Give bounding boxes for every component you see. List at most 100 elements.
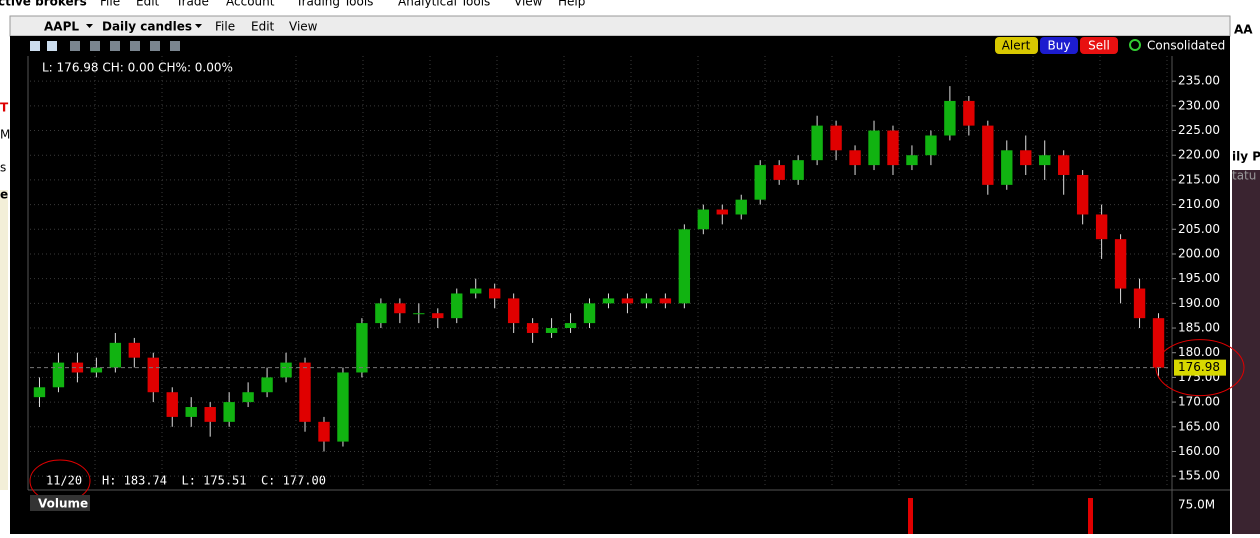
y-tick-label: 230.00 (1178, 98, 1220, 112)
button[interactable] (1040, 37, 1078, 54)
y-tick-label: 210.00 (1178, 197, 1220, 211)
period[interactable]: Daily candles (102, 20, 192, 34)
y-tick-label: 170.00 (1178, 395, 1220, 409)
candle-body (906, 155, 918, 166)
button-label[interactable]: Buy (1048, 39, 1071, 53)
menu-item[interactable]: File (100, 0, 120, 9)
side-text: e (0, 188, 8, 202)
candle-body (830, 125, 842, 151)
y-tick-label: 165.00 (1178, 419, 1220, 433)
y-tick-label: 220.00 (1178, 148, 1220, 162)
candle-body (185, 407, 197, 417)
candle-body (318, 421, 330, 442)
candle-body (71, 362, 84, 373)
feed-icon (1129, 39, 1141, 51)
candle-body (602, 298, 615, 304)
candle-body (621, 298, 634, 304)
info-line: L: 176.98 CH: 0.00 CH%: 0.00% (42, 61, 233, 75)
candle-body (1152, 318, 1165, 368)
volume-tick: 75.0M (1178, 498, 1215, 512)
menu-item[interactable]: Trade (175, 0, 209, 9)
candle-body (735, 199, 747, 215)
volume-title-box (30, 495, 90, 511)
y-tick-label: 180.00 (1178, 345, 1220, 359)
candle-body (640, 298, 653, 304)
menu-item[interactable]: View (514, 0, 543, 9)
side-text: s (0, 161, 6, 175)
y-tick-label: 235.00 (1178, 74, 1220, 88)
candle-body (868, 130, 880, 166)
symbol[interactable]: AAPL (44, 20, 79, 34)
last-price-box (1174, 359, 1226, 376)
menu-item[interactable]: Account (226, 0, 275, 9)
candle-body (982, 125, 994, 185)
candle-body (128, 342, 141, 358)
side-text: T (0, 101, 9, 115)
plot: 155.00160.00165.00170.00175.00180.00185.… (30, 56, 1245, 488)
candle-body (261, 377, 273, 393)
candle-body (716, 209, 728, 215)
y-tick-label: 160.00 (1178, 444, 1220, 458)
candle-body (659, 298, 672, 304)
candle-body (52, 362, 65, 388)
candle-body (678, 229, 691, 304)
button-label[interactable]: Alert (1002, 39, 1031, 53)
toolbar-icons (30, 41, 180, 51)
candle-body (356, 323, 368, 373)
candle-body (90, 367, 103, 373)
candle-body (280, 362, 292, 378)
volume-title: Volume (38, 497, 88, 511)
candle-body (1039, 155, 1051, 166)
button-label[interactable]: Sell (1088, 39, 1110, 53)
volume-bar (908, 498, 913, 534)
candle-body (811, 125, 823, 161)
y-tick-label: 185.00 (1178, 321, 1220, 335)
candle-body (109, 342, 122, 368)
button[interactable] (1080, 37, 1118, 54)
candle-body (147, 357, 159, 393)
candle-body (337, 372, 349, 442)
ohlc-info: H: 183.74 L: 175.51 C: 177.00 (102, 474, 326, 488)
candle-body (564, 323, 577, 329)
y-tick-label: 215.00 (1178, 172, 1220, 186)
candle-body (1076, 174, 1089, 215)
candle-body (1095, 214, 1108, 240)
window-menu[interactable]: File (215, 20, 235, 34)
candle-body (963, 100, 975, 126)
date-label: 11/20 (46, 474, 82, 488)
candle-body (242, 392, 254, 403)
side-text: ily P (1232, 150, 1260, 164)
feed[interactable]: Consolidated (1147, 39, 1225, 53)
menu-item[interactable]: Help (558, 0, 585, 9)
y-tick-label: 155.00 (1178, 469, 1220, 483)
side-text: AA (1234, 23, 1253, 37)
candle-body (33, 387, 46, 398)
menu-item[interactable]: Analytical Tools (398, 0, 490, 9)
menu-item[interactable]: ctive brokers (0, 0, 87, 9)
candle-body (849, 150, 861, 166)
candle-body (470, 288, 482, 294)
candle-body (1114, 239, 1127, 289)
menu-bar: ctive brokers File Edit Trade Account Trading… (0, 0, 585, 9)
candle-body (944, 100, 956, 136)
candle-body (1020, 150, 1032, 166)
candle-body (1133, 288, 1146, 319)
candle-body (773, 165, 785, 180)
candle-body (432, 313, 444, 319)
y-tick-label: 225.00 (1178, 123, 1220, 137)
last-price-label: 176.98 (1178, 360, 1220, 374)
menu-item[interactable]: Trading Tools (295, 0, 373, 9)
button[interactable] (995, 37, 1038, 54)
candle-body (166, 392, 178, 417)
annotation (1155, 339, 1245, 397)
y-tick-label: 190.00 (1178, 296, 1220, 310)
menu-item[interactable]: Edit (136, 0, 160, 9)
window-menu[interactable]: View (289, 20, 318, 34)
y-tick-label: 195.00 (1178, 271, 1220, 285)
candle-body (413, 313, 425, 315)
window-menu[interactable]: Edit (251, 20, 275, 34)
y-tick-label: 205.00 (1178, 222, 1220, 236)
volume-bar (1088, 498, 1093, 534)
